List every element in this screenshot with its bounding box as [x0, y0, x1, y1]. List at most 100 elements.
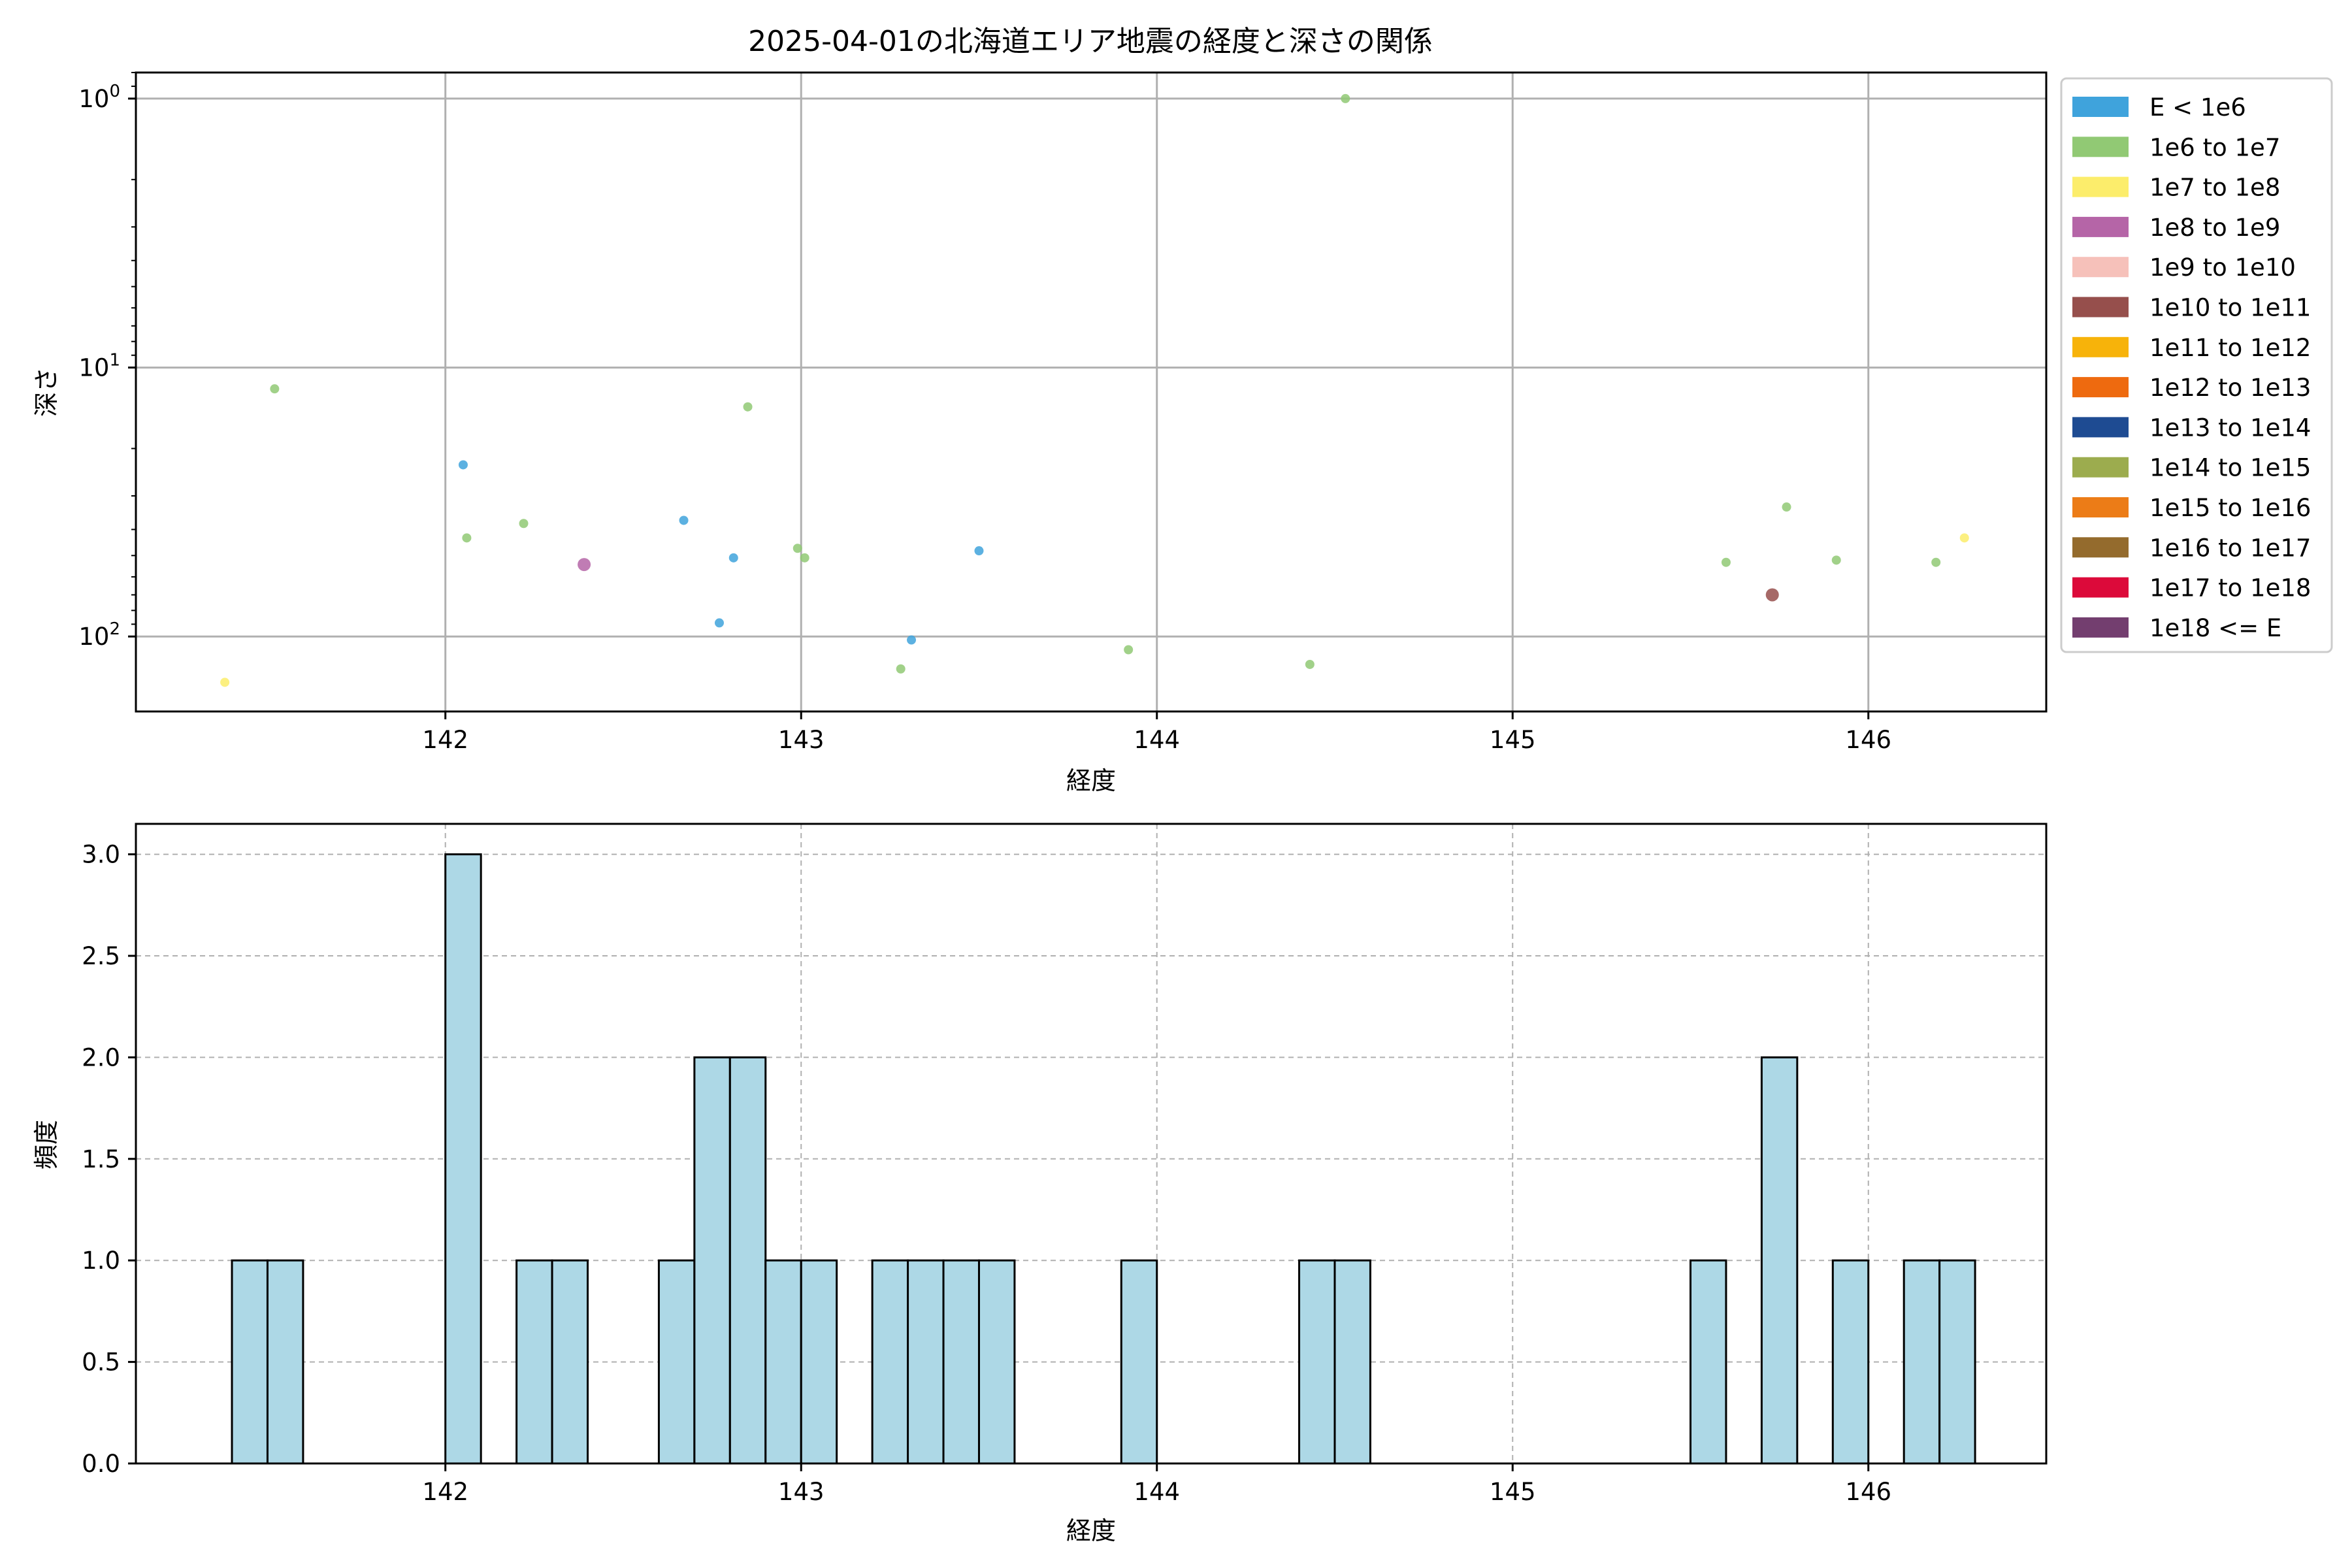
histogram-x-axis-label: 経度	[1066, 1516, 1116, 1545]
legend-swatch	[2072, 336, 2129, 357]
legend-swatch	[2072, 257, 2129, 278]
histogram-bar	[728, 1056, 767, 1465]
legend-label: 1e17 to 1e18	[2149, 574, 2311, 602]
histogram-bar	[1298, 1259, 1336, 1465]
scatter-point	[679, 515, 689, 525]
histogram-bar	[764, 1259, 802, 1465]
legend-label: 1e9 to 1e10	[2149, 253, 2296, 282]
scatter-point	[728, 553, 738, 563]
legend-swatch	[2072, 457, 2129, 478]
legend-label: 1e6 to 1e7	[2149, 133, 2280, 161]
scatter-point	[1831, 555, 1841, 565]
legend-label: 1e7 to 1e8	[2149, 174, 2280, 202]
histogram-bar	[1689, 1259, 1727, 1465]
histogram-bar	[942, 1259, 980, 1465]
scatter-point	[462, 533, 472, 543]
histogram-bar	[977, 1259, 1016, 1465]
scatter-point	[1721, 557, 1731, 567]
scatter-grid	[136, 73, 2046, 711]
legend-label: 1e10 to 1e11	[2149, 294, 2311, 322]
scatter-point	[1124, 645, 1134, 655]
legend-label: 1e18 <= E	[2149, 614, 2281, 642]
histogram-panel: 142 143 144 145 146 0.0 0.5 1.0 1.5 2.0 2.5 3.0 経度…	[32, 823, 2048, 1545]
scatter-x-tick-label: 144	[1134, 726, 1180, 754]
scatter-point	[896, 664, 906, 674]
legend-label: 1e12 to 1e13	[2149, 374, 2311, 402]
legend-label: E < 1e6	[2149, 93, 2246, 122]
histogram-bar	[1938, 1259, 1976, 1465]
scatter-y-tick-label: 102	[78, 619, 120, 651]
histogram-x-tick-label: 142	[422, 1478, 468, 1506]
histogram-y-ticks: 0.0 0.5 1.0 1.5 2.0 2.5 3.0	[82, 841, 136, 1478]
histogram-y-tick-label: 0.5	[82, 1348, 120, 1377]
histogram-bar	[693, 1056, 731, 1465]
scatter-point	[974, 546, 984, 556]
scatter-point	[792, 544, 802, 553]
histogram-x-tick-label: 144	[1134, 1478, 1180, 1506]
scatter-y-tick-label: 100	[78, 82, 120, 113]
scatter-point	[714, 618, 724, 628]
scatter-title: 2025-04-01の北海道エリア地震の経度と深さの関係	[748, 25, 1433, 58]
legend-frame	[2060, 77, 2333, 653]
histogram-bar	[1120, 1259, 1158, 1465]
scatter-point	[458, 460, 468, 470]
histogram-bar	[907, 1259, 945, 1465]
scatter-point	[1931, 557, 1941, 567]
histogram-y-tick-label: 1.5	[82, 1145, 120, 1173]
legend-swatch	[2072, 577, 2129, 598]
histogram-x-tick-label: 145	[1490, 1478, 1536, 1506]
histogram-bar	[515, 1259, 553, 1465]
legend-label: 1e11 to 1e12	[2149, 334, 2311, 362]
scatter-point	[1305, 659, 1315, 669]
legend-swatch	[2072, 417, 2129, 438]
legend-label: 1e14 to 1e15	[2149, 454, 2311, 482]
histogram-bar	[1903, 1259, 1941, 1465]
legend-label: 1e13 to 1e14	[2149, 414, 2311, 442]
legend-items: E < 1e6 1e6 to 1e7 1e7 to 1e8 1e8 to 1e9 1e9…	[2072, 93, 2311, 642]
scatter-point	[1959, 533, 1969, 543]
histogram-bar	[1333, 1259, 1371, 1465]
scatter-point	[1765, 588, 1779, 602]
legend-swatch	[2072, 537, 2129, 558]
scatter-points	[220, 93, 1969, 687]
scatter-plot-frame	[135, 71, 2048, 713]
histogram-bars	[231, 853, 1976, 1465]
histogram-bar	[657, 1259, 696, 1465]
histogram-y-tick-label: 0.0	[82, 1450, 120, 1478]
legend-label: 1e15 to 1e16	[2149, 494, 2311, 522]
legend-swatch	[2072, 497, 2129, 517]
scatter-point	[743, 402, 753, 412]
legend: E < 1e6 1e6 to 1e7 1e7 to 1e8 1e8 to 1e9 1e9…	[2060, 77, 2333, 653]
scatter-point	[800, 553, 809, 563]
scatter-point	[1782, 502, 1791, 512]
histogram-y-tick-label: 1.0	[82, 1247, 120, 1275]
legend-label: 1e8 to 1e9	[2149, 214, 2280, 242]
scatter-x-tick-label: 143	[778, 726, 825, 754]
histogram-y-tick-label: 3.0	[82, 841, 120, 869]
histogram-bar	[444, 853, 482, 1465]
scatter-point	[578, 558, 591, 572]
histogram-y-axis-label: 頻度	[32, 1120, 61, 1169]
scatter-y-ticks: 100 101 102	[78, 72, 136, 651]
histogram-x-tick-label: 146	[1845, 1478, 1891, 1506]
scatter-panel: 142 143 144 145 146 100 101 102 経度 深さ	[32, 71, 2048, 795]
legend-swatch	[2072, 617, 2129, 638]
histogram-y-tick-label: 2.0	[82, 1043, 120, 1071]
histogram-bar	[266, 1259, 304, 1465]
legend-swatch	[2072, 297, 2129, 318]
histogram-bar	[1760, 1056, 1799, 1465]
scatter-x-tick-label: 142	[422, 726, 468, 754]
scatter-point	[220, 678, 230, 687]
scatter-point	[1341, 93, 1350, 103]
histogram-plot-frame	[135, 823, 2048, 1465]
scatter-x-tick-label: 145	[1490, 726, 1536, 754]
legend-swatch	[2072, 97, 2129, 117]
histogram-x-ticks: 142 143 144 145 146	[422, 1463, 1891, 1506]
scatter-x-ticks: 142 143 144 145 146	[422, 711, 1891, 754]
histogram-bar	[551, 1259, 589, 1465]
legend-label: 1e16 to 1e17	[2149, 534, 2311, 562]
histogram-bar	[871, 1259, 909, 1465]
legend-swatch	[2072, 377, 2129, 398]
legend-swatch	[2072, 216, 2129, 237]
legend-swatch	[2072, 176, 2129, 197]
